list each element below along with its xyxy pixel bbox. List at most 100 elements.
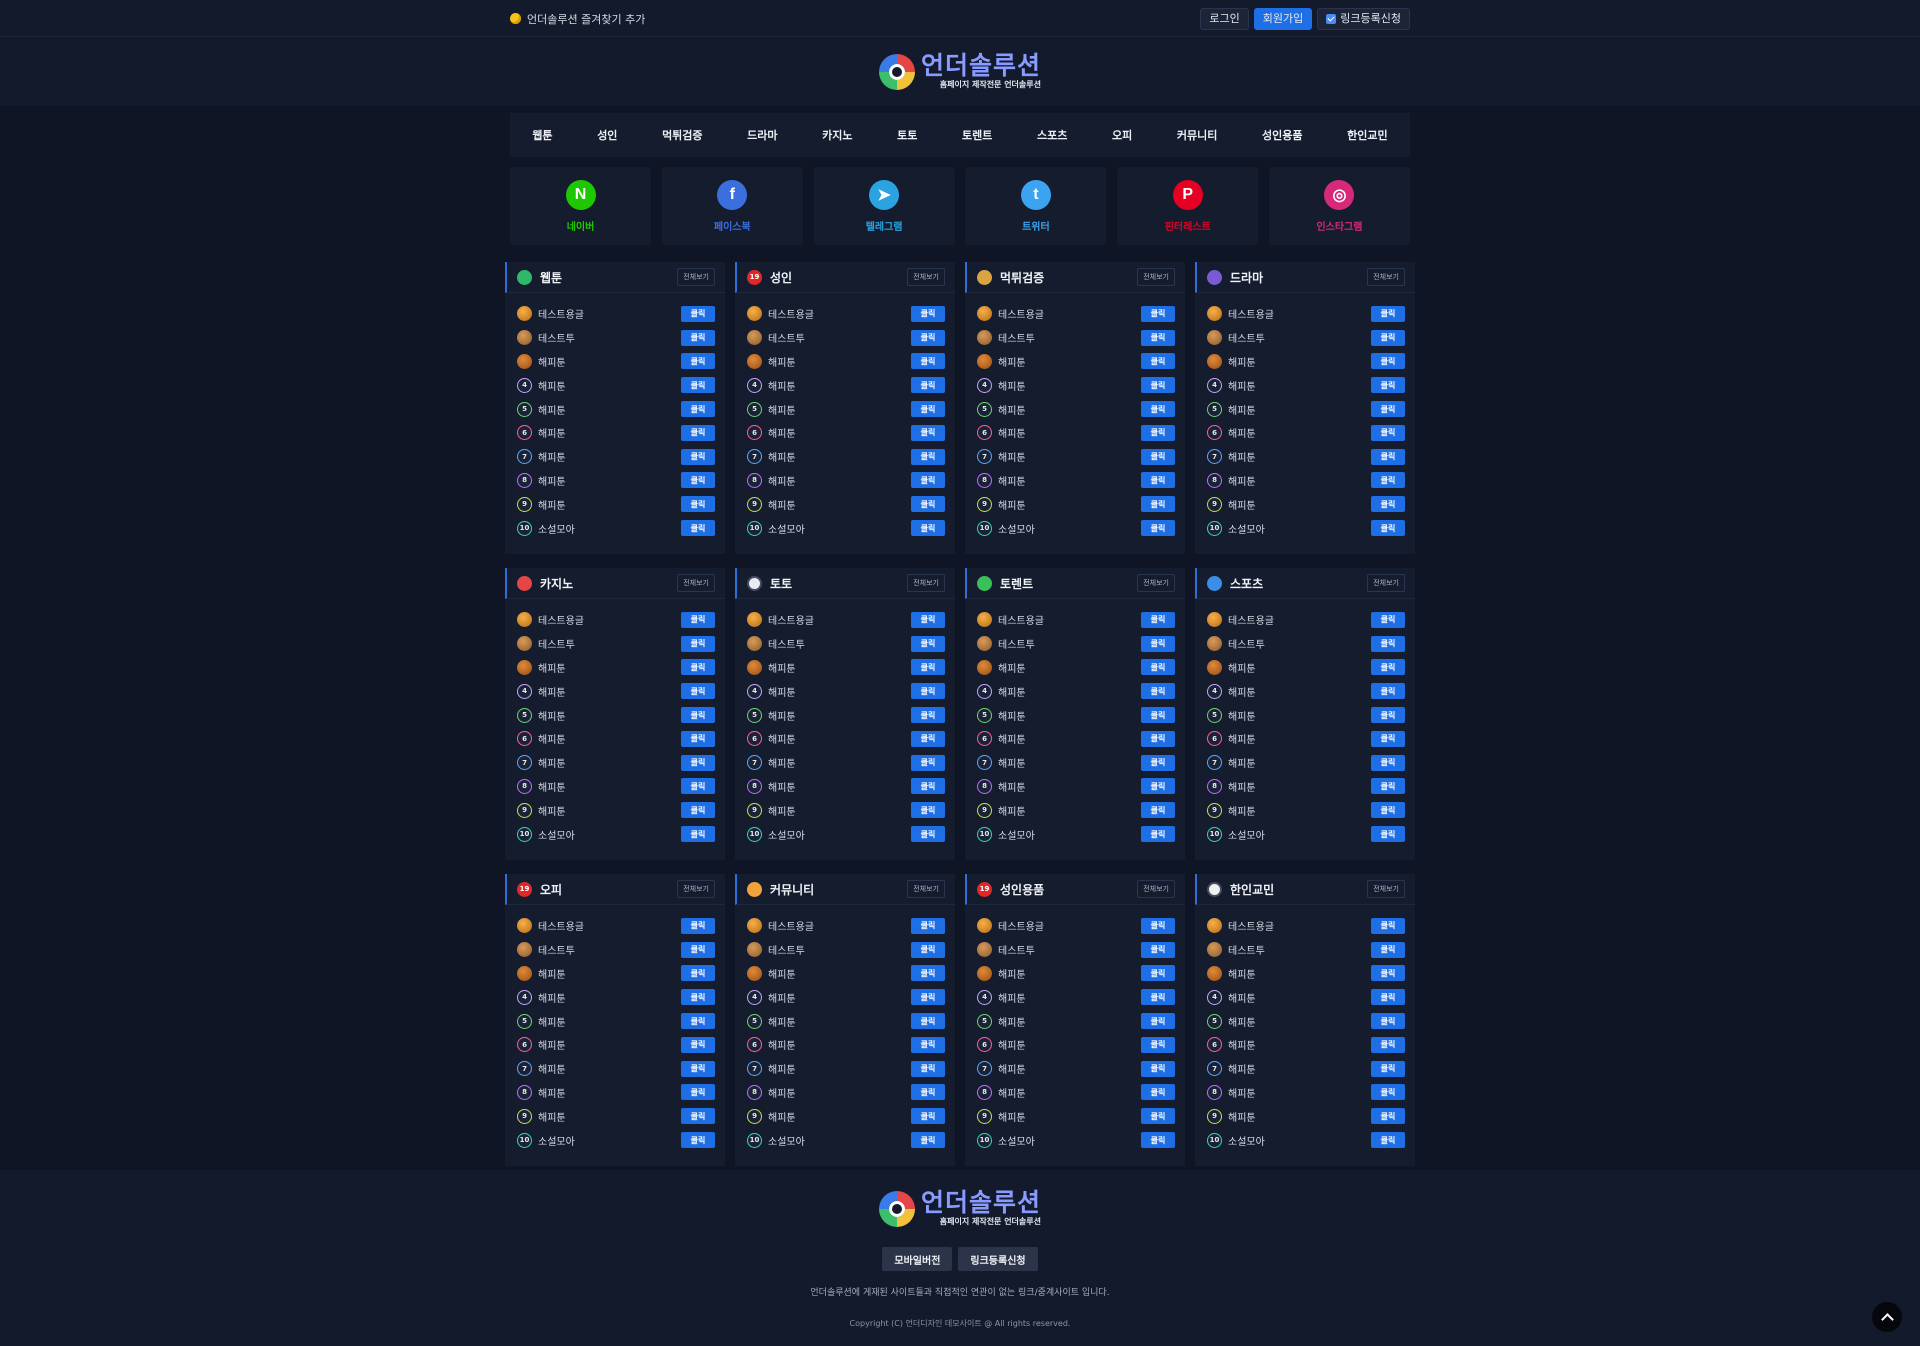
- click-button[interactable]: 클릭: [681, 305, 715, 322]
- click-button[interactable]: 클릭: [1371, 989, 1405, 1006]
- site-name[interactable]: 해피툰: [768, 806, 796, 818]
- site-name[interactable]: 테스트투: [998, 946, 1035, 958]
- mobile-version-button[interactable]: 모바일버전: [882, 1247, 953, 1271]
- site-name[interactable]: 해피툰: [768, 1088, 796, 1100]
- social-link[interactable]: ➤ 텔레그램: [813, 167, 955, 245]
- site-name[interactable]: 해피툰: [998, 687, 1026, 699]
- site-name[interactable]: 해피툰: [998, 1017, 1026, 1029]
- nav-item[interactable]: 웹툰: [532, 129, 553, 142]
- scroll-top-button[interactable]: [1872, 1302, 1902, 1332]
- site-name[interactable]: 해피툰: [538, 1065, 566, 1077]
- nav-item[interactable]: 먹튀검증: [662, 129, 703, 142]
- click-button[interactable]: 클릭: [1141, 305, 1175, 322]
- site-name[interactable]: 해피툰: [538, 759, 566, 771]
- click-button[interactable]: 클릭: [681, 965, 715, 982]
- site-name[interactable]: 해피툰: [998, 453, 1026, 465]
- click-button[interactable]: 클릭: [1371, 659, 1405, 676]
- site-name[interactable]: 해피툰: [768, 1112, 796, 1124]
- click-button[interactable]: 클릭: [681, 730, 715, 747]
- site-name[interactable]: 테스트투: [768, 334, 805, 346]
- click-button[interactable]: 클릭: [1141, 1132, 1175, 1149]
- click-button[interactable]: 클릭: [1141, 730, 1175, 747]
- click-button[interactable]: 클릭: [681, 754, 715, 771]
- nav-item[interactable]: 카지노: [822, 129, 853, 142]
- click-button[interactable]: 클릭: [911, 1132, 945, 1149]
- site-name[interactable]: 소설모아: [1228, 830, 1265, 842]
- click-button[interactable]: 클릭: [1141, 917, 1175, 934]
- click-button[interactable]: 클릭: [911, 353, 945, 370]
- click-button[interactable]: 클릭: [911, 635, 945, 652]
- click-button[interactable]: 클릭: [1141, 496, 1175, 513]
- click-button[interactable]: 클릭: [1371, 730, 1405, 747]
- site-name[interactable]: 해피툰: [538, 1088, 566, 1100]
- site-name[interactable]: 해피툰: [768, 405, 796, 417]
- view-all-button[interactable]: 전체보기: [1137, 574, 1175, 592]
- click-button[interactable]: 클릭: [681, 1060, 715, 1077]
- click-button[interactable]: 클릭: [911, 778, 945, 795]
- social-link[interactable]: ◎ 인스타그램: [1268, 167, 1410, 245]
- site-name[interactable]: 테스트용글: [998, 310, 1044, 322]
- click-button[interactable]: 클릭: [911, 496, 945, 513]
- site-name[interactable]: 해피툰: [1228, 405, 1256, 417]
- site-name[interactable]: 해피툰: [768, 381, 796, 393]
- click-button[interactable]: 클릭: [911, 305, 945, 322]
- click-button[interactable]: 클릭: [1141, 448, 1175, 465]
- site-name[interactable]: 해피툰: [1228, 1088, 1256, 1100]
- site-name[interactable]: 소설모아: [1228, 1136, 1265, 1148]
- click-button[interactable]: 클릭: [911, 401, 945, 418]
- site-name[interactable]: 해피툰: [998, 735, 1026, 747]
- click-button[interactable]: 클릭: [1141, 659, 1175, 676]
- click-button[interactable]: 클릭: [911, 472, 945, 489]
- site-name[interactable]: 해피툰: [1228, 1112, 1256, 1124]
- view-all-button[interactable]: 전체보기: [1137, 880, 1175, 898]
- click-button[interactable]: 클릭: [1371, 1132, 1405, 1149]
- site-name[interactable]: 해피툰: [768, 735, 796, 747]
- click-button[interactable]: 클릭: [1141, 802, 1175, 819]
- click-button[interactable]: 클릭: [1371, 424, 1405, 441]
- click-button[interactable]: 클릭: [681, 707, 715, 724]
- click-button[interactable]: 클릭: [911, 329, 945, 346]
- click-button[interactable]: 클릭: [1371, 401, 1405, 418]
- click-button[interactable]: 클릭: [911, 659, 945, 676]
- click-button[interactable]: 클릭: [911, 1084, 945, 1101]
- click-button[interactable]: 클릭: [681, 1084, 715, 1101]
- nav-item[interactable]: 스포츠: [1037, 129, 1068, 142]
- social-link[interactable]: t 트위터: [965, 167, 1107, 245]
- click-button[interactable]: 클릭: [1371, 941, 1405, 958]
- site-name[interactable]: 해피툰: [1228, 759, 1256, 771]
- click-button[interactable]: 클릭: [1371, 707, 1405, 724]
- click-button[interactable]: 클릭: [911, 1108, 945, 1125]
- site-name[interactable]: 소설모아: [768, 830, 805, 842]
- site-name[interactable]: 테스트투: [538, 334, 575, 346]
- footer-logo[interactable]: 언더솔루션 홈페이지 제작전문 언더솔루션: [878, 1190, 1041, 1227]
- click-button[interactable]: 클릭: [681, 472, 715, 489]
- site-name[interactable]: 해피툰: [538, 357, 566, 369]
- site-name[interactable]: 해피툰: [1228, 453, 1256, 465]
- site-name[interactable]: 해피툰: [538, 381, 566, 393]
- site-name[interactable]: 해피툰: [768, 453, 796, 465]
- click-button[interactable]: 클릭: [911, 611, 945, 628]
- nav-item[interactable]: 한인교민: [1347, 129, 1388, 142]
- click-button[interactable]: 클릭: [681, 989, 715, 1006]
- site-name[interactable]: 테스트용글: [768, 922, 814, 934]
- view-all-button[interactable]: 전체보기: [1137, 268, 1175, 286]
- site-name[interactable]: 테스트용글: [998, 616, 1044, 628]
- site-name[interactable]: 테스트용글: [538, 616, 584, 628]
- click-button[interactable]: 클릭: [681, 1108, 715, 1125]
- click-button[interactable]: 클릭: [1141, 1013, 1175, 1030]
- site-name[interactable]: 해피툰: [538, 453, 566, 465]
- click-button[interactable]: 클릭: [681, 1132, 715, 1149]
- site-name[interactable]: 해피툰: [998, 806, 1026, 818]
- site-name[interactable]: 해피툰: [768, 1065, 796, 1077]
- click-button[interactable]: 클릭: [911, 424, 945, 441]
- click-button[interactable]: 클릭: [681, 826, 715, 843]
- click-button[interactable]: 클릭: [681, 401, 715, 418]
- nav-item[interactable]: 커뮤니티: [1176, 129, 1218, 142]
- footer-link-request-button[interactable]: 링크등록신청: [958, 1247, 1038, 1271]
- site-name[interactable]: 소설모아: [538, 830, 575, 842]
- click-button[interactable]: 클릭: [681, 329, 715, 346]
- site-name[interactable]: 해피툰: [768, 687, 796, 699]
- click-button[interactable]: 클릭: [1371, 520, 1405, 537]
- site-logo[interactable]: 언더솔루션 홈페이지 제작전문 언더솔루션: [878, 53, 1041, 90]
- add-favorite-link[interactable]: 언더솔루션 즐겨찾기 추가: [510, 11, 645, 27]
